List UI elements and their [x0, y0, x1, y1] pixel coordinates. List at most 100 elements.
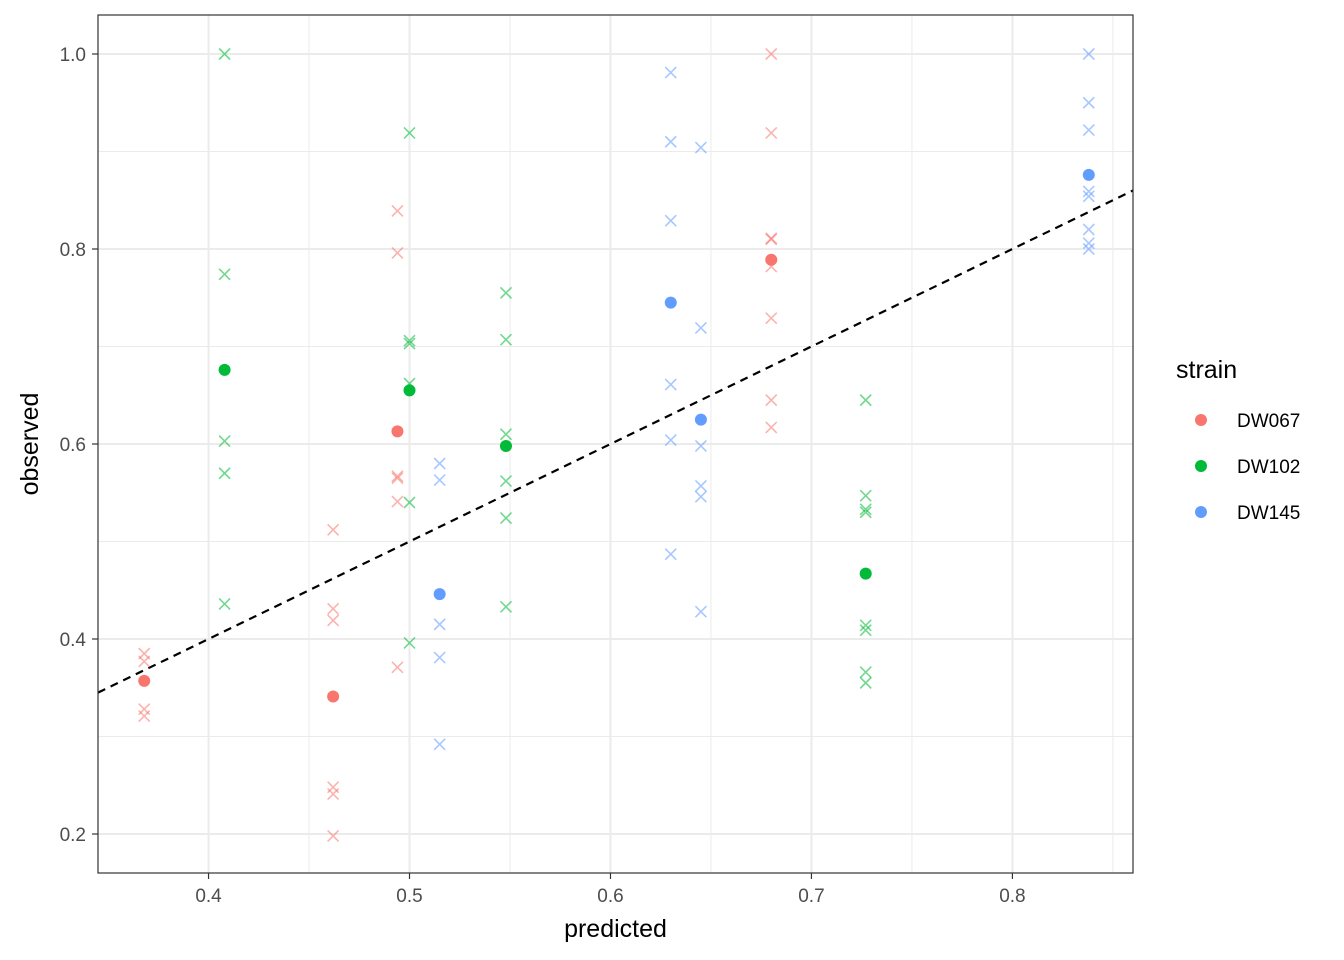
replicate-point	[859, 624, 872, 637]
x-tick-label: 0.7	[798, 886, 824, 907]
legend-key	[1195, 506, 1207, 518]
replicate-point	[327, 602, 340, 615]
mean-point	[218, 363, 231, 376]
legend-key	[1195, 414, 1207, 426]
replicate-point	[218, 467, 231, 480]
grid	[98, 15, 1133, 873]
replicate-point	[765, 47, 778, 61]
x-tick-label: 0.4	[195, 886, 222, 907]
replicate-point	[499, 428, 513, 441]
replicate-point	[664, 214, 677, 227]
replicate-point	[499, 474, 513, 488]
replicate-point	[433, 651, 446, 664]
replicate-points	[138, 47, 1095, 843]
replicate-point	[1082, 223, 1095, 236]
y-tick-label: 0.8	[60, 240, 86, 261]
legend-label: DW067	[1237, 411, 1300, 432]
replicate-point	[403, 496, 416, 509]
replicate-point	[859, 394, 872, 407]
replicate-point	[327, 523, 340, 536]
mean-point	[138, 674, 151, 687]
y-axis-title: observed	[16, 393, 44, 496]
mean-point	[499, 439, 512, 452]
replicate-point	[403, 126, 416, 140]
replicate-point	[218, 268, 231, 281]
replicate-point	[765, 126, 778, 140]
replicate-point	[664, 66, 677, 79]
y-tick-label: 0.4	[60, 630, 87, 651]
replicate-point	[664, 135, 677, 148]
replicate-point	[391, 204, 404, 218]
replicate-point	[1082, 47, 1095, 61]
replicate-point	[859, 503, 872, 516]
legend-title: strain	[1176, 356, 1237, 384]
replicate-point	[327, 614, 340, 627]
replicate-point	[859, 676, 872, 689]
replicate-point	[694, 479, 707, 492]
mean-point	[765, 253, 778, 266]
replicate-point	[694, 439, 707, 453]
x-tick-label: 0.6	[597, 886, 623, 907]
replicate-point	[664, 378, 677, 391]
replicate-point	[1082, 185, 1095, 198]
replicate-point	[138, 709, 151, 723]
legend: strain DW067 DW102 DW145	[1176, 356, 1300, 524]
replicate-point	[433, 738, 446, 751]
x-axis-title: predicted	[564, 915, 667, 943]
x-tick-label: 0.8	[999, 886, 1025, 907]
mean-point	[1082, 168, 1095, 181]
replicate-point	[765, 233, 778, 246]
replicate-point	[391, 661, 404, 674]
replicate-point	[694, 605, 707, 618]
y-tick-label: 0.2	[60, 825, 86, 846]
reference-line-group	[97, 189, 1134, 694]
replicate-point	[391, 495, 404, 508]
replicate-point	[664, 548, 677, 561]
replicate-point	[218, 435, 231, 448]
y-axis: 0.2 0.4 0.6 0.8 1.0	[60, 45, 98, 846]
mean-point	[433, 588, 446, 601]
replicate-point	[859, 489, 872, 502]
replicate-point	[403, 337, 416, 350]
mean-point	[664, 296, 677, 309]
replicate-point	[499, 512, 513, 525]
replicate-point	[694, 321, 707, 335]
replicate-point	[664, 434, 677, 447]
y-tick-label: 1.0	[60, 45, 86, 66]
mean-point	[694, 413, 707, 426]
mean-point	[391, 425, 404, 438]
replicate-point	[1082, 190, 1095, 203]
replicate-point	[499, 600, 513, 613]
replicate-point	[391, 470, 404, 483]
replicate-point	[433, 474, 446, 487]
y-tick-label: 0.6	[60, 435, 86, 456]
replicate-point	[859, 619, 872, 632]
x-axis: 0.4 0.5 0.6 0.7 0.8	[195, 873, 1026, 907]
reference-line	[97, 189, 1134, 694]
mean-point	[403, 384, 416, 397]
replicate-point	[391, 246, 404, 259]
replicate-point	[1082, 123, 1095, 137]
legend-label: DW145	[1237, 503, 1300, 524]
replicate-point	[138, 655, 151, 668]
replicate-point	[765, 421, 778, 434]
replicate-point	[218, 47, 231, 61]
replicate-point	[218, 597, 231, 610]
legend-label: DW102	[1237, 457, 1300, 478]
replicate-point	[1082, 237, 1095, 250]
replicate-point	[859, 506, 872, 519]
replicate-point	[403, 334, 416, 347]
replicate-point	[694, 141, 707, 154]
x-tick-label: 0.5	[396, 886, 422, 907]
replicate-point	[499, 333, 513, 346]
replicate-point	[327, 829, 340, 843]
legend-key	[1195, 460, 1207, 472]
mean-point	[859, 567, 872, 580]
replicate-point	[859, 666, 872, 679]
replicate-point	[391, 472, 404, 485]
replicate-point	[694, 490, 707, 503]
replicate-point	[433, 618, 446, 631]
mean-point	[327, 690, 340, 703]
replicate-point	[327, 787, 340, 801]
